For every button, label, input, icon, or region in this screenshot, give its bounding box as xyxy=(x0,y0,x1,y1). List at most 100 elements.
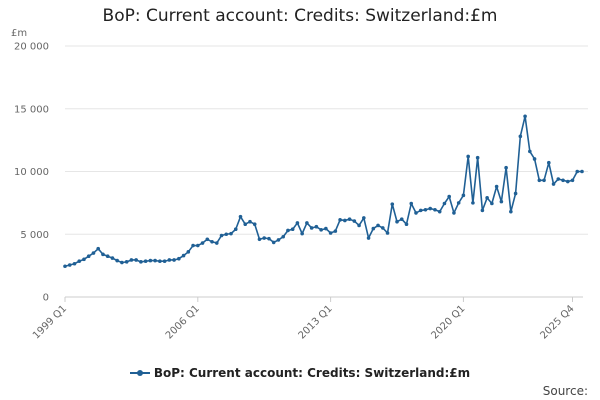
data-point[interactable] xyxy=(461,193,466,198)
data-point[interactable] xyxy=(532,157,537,161)
data-point[interactable] xyxy=(305,221,309,225)
data-point[interactable] xyxy=(409,201,414,206)
data-point[interactable] xyxy=(324,226,328,231)
data-point[interactable] xyxy=(257,237,262,242)
data-point[interactable] xyxy=(428,206,433,211)
data-point[interactable] xyxy=(423,207,428,212)
data-point[interactable] xyxy=(490,201,494,206)
data-point[interactable] xyxy=(281,234,285,239)
data-point[interactable] xyxy=(67,263,72,267)
data-point[interactable] xyxy=(565,179,570,184)
data-point[interactable] xyxy=(262,236,267,240)
data-point[interactable] xyxy=(210,239,214,244)
data-point[interactable] xyxy=(380,226,385,230)
data-point[interactable] xyxy=(271,240,276,245)
data-point[interactable] xyxy=(124,260,129,264)
data-point[interactable] xyxy=(452,211,456,215)
data-point[interactable] xyxy=(404,222,409,227)
data-point[interactable] xyxy=(181,253,186,258)
data-point[interactable] xyxy=(243,222,248,227)
data-point[interactable] xyxy=(551,182,556,186)
data-point[interactable] xyxy=(418,208,423,213)
data-point[interactable] xyxy=(314,224,319,229)
data-point[interactable] xyxy=(267,236,271,241)
data-point[interactable] xyxy=(158,259,162,264)
data-point[interactable] xyxy=(390,202,395,206)
data-point[interactable] xyxy=(537,178,542,183)
data-point[interactable] xyxy=(338,218,342,222)
data-point[interactable] xyxy=(63,264,67,269)
data-point[interactable] xyxy=(191,243,195,248)
data-point[interactable] xyxy=(343,218,347,223)
data-point[interactable] xyxy=(333,229,338,233)
data-point[interactable] xyxy=(82,257,86,262)
data-point[interactable] xyxy=(528,149,532,154)
data-point[interactable] xyxy=(72,261,77,266)
data-point[interactable] xyxy=(414,211,418,215)
data-point[interactable] xyxy=(214,241,219,245)
data-point[interactable] xyxy=(546,160,551,165)
data-point[interactable] xyxy=(371,226,376,231)
data-point[interactable] xyxy=(575,169,580,174)
data-point[interactable] xyxy=(399,217,404,221)
data-point[interactable] xyxy=(286,228,290,233)
data-point[interactable] xyxy=(509,209,513,214)
data-point[interactable] xyxy=(504,165,508,170)
data-point[interactable] xyxy=(295,221,300,225)
data-point[interactable] xyxy=(456,201,461,205)
data-point[interactable] xyxy=(115,258,119,263)
data-point[interactable] xyxy=(437,209,442,214)
data-point[interactable] xyxy=(186,250,191,254)
data-point[interactable] xyxy=(153,258,157,263)
data-point[interactable] xyxy=(513,191,518,196)
data-point[interactable] xyxy=(96,246,101,251)
data-point[interactable] xyxy=(110,256,115,260)
legend[interactable]: BoP: Current account: Credits: Switzerla… xyxy=(0,366,600,380)
data-point[interactable] xyxy=(385,231,390,235)
data-point[interactable] xyxy=(290,227,295,232)
data-point[interactable] xyxy=(494,184,499,189)
data-point[interactable] xyxy=(101,252,105,257)
data-point[interactable] xyxy=(471,201,475,205)
data-point[interactable] xyxy=(442,201,447,206)
data-point[interactable] xyxy=(395,219,399,224)
data-point[interactable] xyxy=(556,177,561,181)
data-point[interactable] xyxy=(580,169,584,174)
data-point[interactable] xyxy=(139,260,143,264)
data-point[interactable] xyxy=(376,223,380,228)
data-point[interactable] xyxy=(276,238,281,242)
data-point[interactable] xyxy=(238,214,243,219)
data-point[interactable] xyxy=(357,223,361,228)
data-point[interactable] xyxy=(134,258,138,262)
data-point[interactable] xyxy=(172,258,176,262)
data-point[interactable] xyxy=(233,227,238,232)
data-point[interactable] xyxy=(177,256,181,261)
data-point[interactable] xyxy=(433,207,437,212)
data-point[interactable] xyxy=(219,233,224,238)
data-point[interactable] xyxy=(248,219,252,224)
data-point[interactable] xyxy=(148,258,153,263)
data-point[interactable] xyxy=(475,155,480,160)
data-point[interactable] xyxy=(229,231,233,236)
data-point[interactable] xyxy=(499,199,504,204)
data-point[interactable] xyxy=(319,228,323,232)
data-point[interactable] xyxy=(309,226,314,230)
data-point[interactable] xyxy=(561,178,565,183)
data-point[interactable] xyxy=(86,254,91,259)
data-point[interactable] xyxy=(224,232,229,237)
data-point[interactable] xyxy=(366,236,371,240)
data-point[interactable] xyxy=(143,259,148,264)
data-point[interactable] xyxy=(77,259,82,264)
data-point[interactable] xyxy=(523,114,527,119)
data-point[interactable] xyxy=(328,231,333,235)
data-point[interactable] xyxy=(129,258,134,262)
data-point[interactable] xyxy=(447,194,451,199)
data-point[interactable] xyxy=(196,243,200,248)
data-point[interactable] xyxy=(200,241,205,245)
data-point[interactable] xyxy=(362,216,366,220)
data-point[interactable] xyxy=(347,217,352,221)
data-point[interactable] xyxy=(252,222,257,227)
data-point[interactable] xyxy=(466,154,470,159)
data-point[interactable] xyxy=(570,178,575,183)
data-point[interactable] xyxy=(91,251,96,255)
